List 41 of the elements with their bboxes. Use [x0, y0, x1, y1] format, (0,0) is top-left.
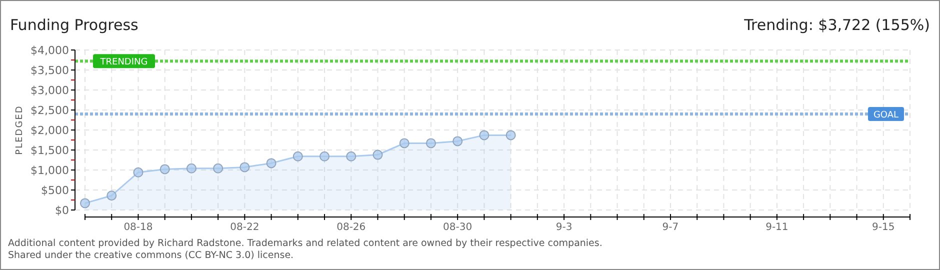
- y-tick-label: $2,500: [30, 104, 69, 117]
- point: [266, 158, 276, 168]
- ref-line-label: GOAL: [873, 110, 899, 120]
- point: [186, 163, 196, 174]
- point: [160, 164, 170, 174]
- point: [372, 150, 383, 160]
- point: [292, 151, 303, 162]
- x-tick-label: 9-11: [766, 222, 788, 233]
- chart-subtitle: Trending: $3,722 (155%): [743, 16, 930, 34]
- y-tick-label: $3,500: [30, 64, 69, 77]
- point: [106, 190, 117, 201]
- y-tick-label: $500: [41, 184, 69, 197]
- x-tick-label: 9-7: [662, 222, 679, 233]
- point: [133, 167, 144, 178]
- y-tick-label: $3,000: [30, 84, 69, 97]
- y-tick-label: $2,000: [30, 124, 69, 137]
- x-tick-label: 08-18: [124, 222, 153, 233]
- point: [213, 163, 224, 174]
- x-tick-label: 08-30: [443, 222, 472, 233]
- point: [479, 130, 490, 140]
- x-tick-label: 08-22: [230, 222, 260, 233]
- point: [346, 151, 356, 162]
- y-tick-label: $0: [55, 204, 69, 217]
- point: [320, 151, 330, 162]
- y-tick-label: $4,000: [30, 44, 69, 57]
- x-tick-label: 9-15: [872, 222, 895, 233]
- point: [452, 136, 463, 146]
- ref-line-label: TRENDING: [99, 58, 148, 68]
- point: [399, 138, 410, 148]
- y-tick-label: $1,000: [30, 164, 69, 177]
- text: Additional content provided by Richard Radstone. Trademarks and related content are owned by their respective companies.: [8, 238, 602, 249]
- point: [426, 138, 436, 148]
- y-tick-label: $1,500: [30, 144, 69, 157]
- x-tick-label: 08-26: [336, 222, 366, 233]
- point: [506, 130, 516, 140]
- chart-title: Funding Progress: [10, 16, 139, 34]
- y-axis-title: PLEDGED: [15, 105, 25, 155]
- text: Shared under the creative commons (CC BY-NC 3.0) license.: [8, 250, 294, 261]
- point: [80, 198, 90, 208]
- x-tick-label: 9-3: [556, 222, 572, 233]
- point: [240, 162, 250, 172]
